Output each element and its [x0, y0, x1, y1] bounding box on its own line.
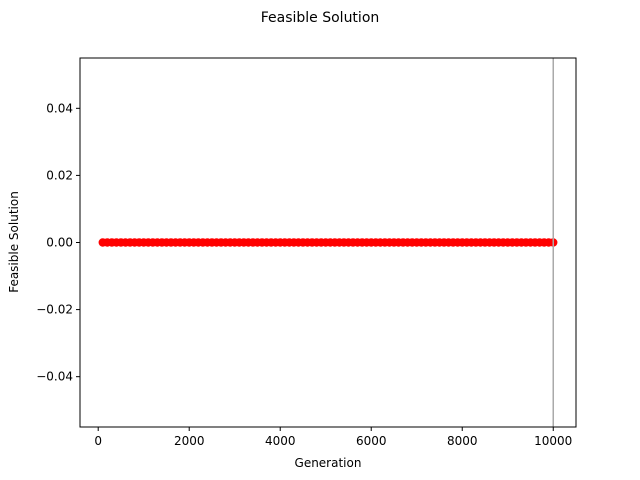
data-marks [98, 238, 558, 247]
x-tick-label: 6000 [356, 434, 387, 448]
y-axis-label: Feasible Solution [7, 191, 21, 293]
x-tick-label: 8000 [447, 434, 478, 448]
y-tick-label: −0.04 [36, 370, 73, 384]
x-axis-label: Generation [295, 456, 362, 470]
x-tick-label: 4000 [265, 434, 296, 448]
x-tick-label: 10000 [534, 434, 572, 448]
chart-title: Feasible Solution [261, 10, 380, 26]
y-axis-ticks: −0.04 −0.02 0.00 0.02 0.04 [36, 101, 80, 384]
x-tick-label: 0 [94, 434, 102, 448]
x-tick-label: 2000 [174, 434, 205, 448]
y-tick-label: −0.02 [36, 303, 73, 317]
y-tick-label: 0.04 [46, 101, 73, 115]
y-tick-label: 0.02 [46, 168, 73, 182]
y-tick-label: 0.00 [46, 236, 73, 250]
x-axis-ticks: 0 2000 4000 6000 8000 10000 [94, 427, 572, 448]
